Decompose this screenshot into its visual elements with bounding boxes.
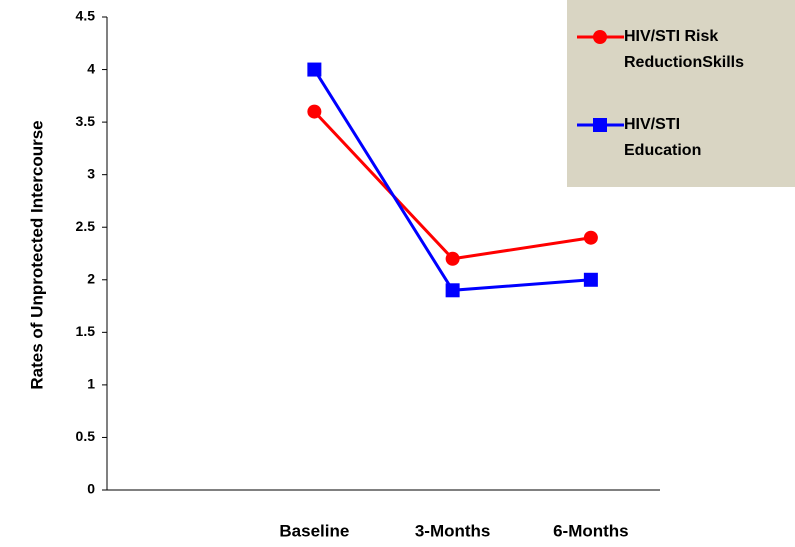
- x-tick-label: Baseline: [279, 521, 349, 540]
- y-tick-label: 3.5: [76, 113, 96, 129]
- x-tick-label: 3-Months: [415, 521, 491, 540]
- point: [583, 272, 598, 287]
- y-tick-label: 1: [87, 376, 95, 392]
- y-tick-label: 0: [87, 481, 95, 497]
- legend-label: HIV/STI Education: [624, 116, 702, 159]
- y-tick-label: 3: [87, 165, 95, 181]
- legend: HIV/STI Risk ReductionSkills HIV/STI Educ…: [567, 0, 795, 187]
- legend-swatch: [577, 30, 624, 44]
- y-tick-label: 2.5: [76, 218, 96, 234]
- x-tick-label: 6-Months: [553, 521, 629, 540]
- y-tick-label: 2: [87, 270, 95, 286]
- point: [445, 251, 460, 266]
- legend-item: HIV/STI Education: [567, 112, 795, 172]
- point: [307, 62, 322, 77]
- y-tick-label: 4: [87, 60, 95, 76]
- point: [583, 230, 598, 245]
- y-tick-label: 4.5: [76, 8, 96, 24]
- legend-label: HIV/STI Risk ReductionSkills: [624, 28, 745, 71]
- legend-swatch: [577, 118, 624, 132]
- point: [593, 118, 607, 132]
- point: [593, 30, 607, 44]
- point: [307, 104, 322, 119]
- legend-item: HIV/STI Risk ReductionSkills: [567, 24, 795, 84]
- y-tick-label: 0.5: [76, 428, 96, 444]
- y-axis-label: Rates of Unprotected Intercourse: [27, 120, 46, 389]
- y-tick-label: 1.5: [76, 323, 96, 339]
- point: [445, 283, 460, 298]
